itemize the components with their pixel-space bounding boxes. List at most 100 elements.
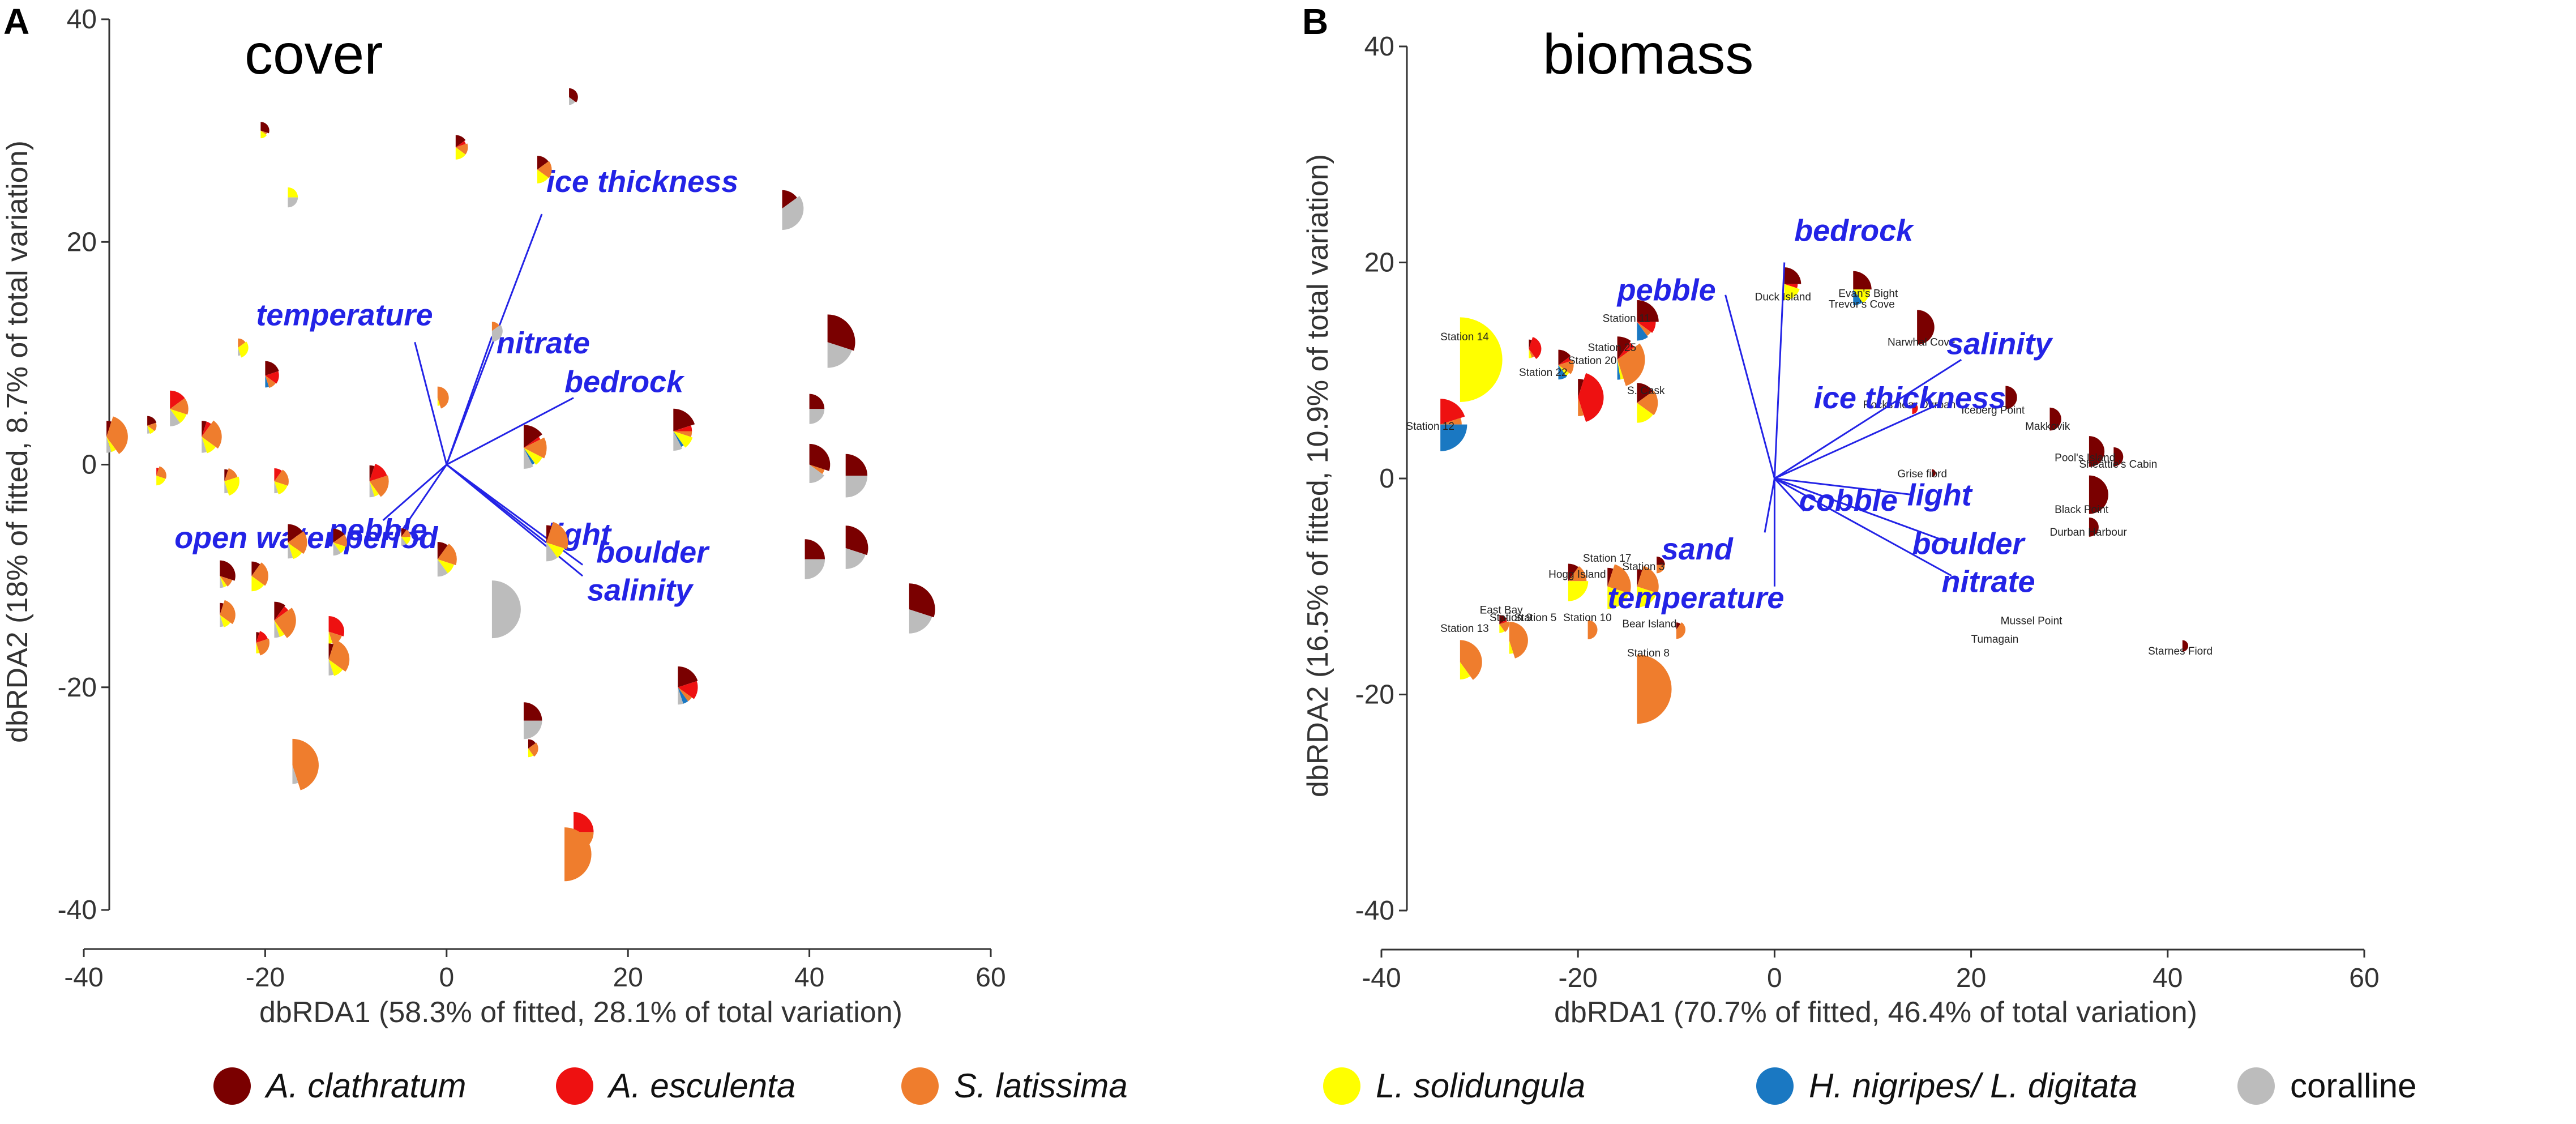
station-label: S. Cask xyxy=(1627,385,1665,397)
vector-line xyxy=(1725,294,1775,479)
wedge-a-esculenta xyxy=(678,681,698,699)
wedge-s-latissima xyxy=(274,608,296,638)
wedge-a-clathratum xyxy=(546,525,552,543)
wedge-coralline xyxy=(170,409,181,426)
site-glyph xyxy=(1617,336,1645,386)
vector-label: light xyxy=(1907,478,1973,512)
wedge-a-esculenta xyxy=(1558,357,1571,365)
x-tick-label: 0 xyxy=(1767,963,1782,993)
wedge-l-solidungula xyxy=(238,341,249,358)
site-glyph xyxy=(328,639,350,676)
wedge-a-clathratum xyxy=(106,421,112,437)
wedge-l-solidungula xyxy=(333,542,346,553)
panel-b-points xyxy=(1440,267,2189,724)
station-label: Station 12 xyxy=(1406,421,1454,433)
wedge-a-clathratum xyxy=(1932,469,1936,477)
wedge-s-latissima xyxy=(238,338,246,348)
wedge-coralline xyxy=(288,542,293,559)
wedge-l-solidungula xyxy=(673,431,693,448)
wedge-a-esculenta xyxy=(274,468,282,481)
wedge-h-nigripes-l-digitata xyxy=(1637,322,1648,341)
station-label: Sheattie's Cabin xyxy=(2079,459,2158,471)
site-glyph xyxy=(1676,622,1685,639)
legend: A. clathratum A. esculenta S. latissima L. … xyxy=(213,1067,2416,1105)
wedge-coralline xyxy=(106,437,112,453)
vector-label: boulder xyxy=(596,536,710,570)
wedge-l-solidungula xyxy=(1558,365,1569,376)
station-label: Station 20 xyxy=(1568,355,1617,367)
y-tick-label: -20 xyxy=(58,673,97,703)
site-glyph xyxy=(845,525,868,569)
x-tick-label: 40 xyxy=(2153,963,2183,993)
site-glyph xyxy=(2049,407,2061,431)
wedge-a-esculenta xyxy=(202,421,211,437)
wedge-a-esculenta xyxy=(1912,402,1918,414)
site-glyph xyxy=(170,390,189,426)
site-glyph xyxy=(220,600,236,627)
wedge-l-solidungula xyxy=(147,425,155,434)
wedge-coralline xyxy=(220,614,224,627)
y-tick-label: 40 xyxy=(67,5,97,35)
site-glyph xyxy=(1637,300,1659,341)
wedge-s-latissima xyxy=(455,143,468,155)
panel-b-ylabel: dbRDA2 (16.5% of fitted, 10.9% of total … xyxy=(1302,154,1334,797)
site-glyph xyxy=(2113,447,2124,467)
wedge-a-clathratum xyxy=(1617,336,1631,360)
vector-line xyxy=(446,464,584,577)
site-glyph xyxy=(251,561,268,592)
station-label: Station 8 xyxy=(1627,648,1670,660)
site-glyph xyxy=(260,122,269,139)
wedge-coralline xyxy=(909,609,932,634)
wedge-a-clathratum xyxy=(1676,622,1681,630)
y-tick-label: -20 xyxy=(1355,680,1394,710)
site-glyph xyxy=(292,738,319,790)
wedge-coralline xyxy=(845,548,866,569)
wedge-l-solidungula xyxy=(220,576,227,588)
wedge-s-latissima xyxy=(256,638,269,656)
station-label: Station 5 xyxy=(1514,612,1556,624)
site-glyph xyxy=(546,522,568,562)
y-tick-label: -40 xyxy=(58,895,97,925)
legend-swatch xyxy=(1756,1067,1794,1105)
wedge-a-esculenta xyxy=(1499,619,1507,625)
wedge-s-latissima xyxy=(1460,640,1482,680)
y-tick-label: 40 xyxy=(1364,32,1394,62)
vector-line xyxy=(446,336,493,465)
site-glyph xyxy=(437,541,457,577)
site-glyph xyxy=(673,408,695,451)
wedge-coralline xyxy=(491,324,503,342)
vector-label: ice thickness xyxy=(1814,381,2006,415)
wedge-coralline xyxy=(805,559,825,580)
site-glyph xyxy=(491,580,521,639)
wedge-s-latissima xyxy=(265,375,276,388)
wedge-s-latissima xyxy=(1509,621,1528,659)
wedge-s-latissima xyxy=(437,386,449,409)
wedge-a-esculenta xyxy=(256,631,268,643)
site-glyph xyxy=(537,156,552,183)
wedge-a-clathratum xyxy=(256,632,260,643)
wedge-l-solidungula xyxy=(1637,403,1653,423)
vector-line xyxy=(1774,477,1912,496)
wedge-a-clathratum xyxy=(2089,517,2099,537)
wedge-coralline xyxy=(274,481,278,494)
site-glyph xyxy=(1578,373,1604,422)
site-glyph xyxy=(333,528,347,556)
wedge-l-solidungula xyxy=(537,169,549,183)
wedge-l-solidungula xyxy=(328,659,343,676)
site-glyph xyxy=(1529,337,1542,359)
y-tick-label: -40 xyxy=(1355,896,1394,926)
wedge-h-nigripes-l-digitata xyxy=(265,375,269,388)
wedge-s-latissima xyxy=(1637,654,1672,724)
wedge-a-clathratum xyxy=(1529,339,1532,349)
wedge-coralline xyxy=(220,576,224,588)
vector-label: temperature xyxy=(1607,581,1784,615)
site-glyph xyxy=(1587,620,1598,640)
wedge-a-clathratum xyxy=(2049,407,2061,431)
legend-swatch xyxy=(901,1067,939,1105)
wedge-coralline xyxy=(673,431,682,451)
vector-label: temperature xyxy=(256,298,433,332)
site-glyph xyxy=(455,135,468,160)
wedge-a-clathratum xyxy=(437,541,448,559)
site-glyph xyxy=(2089,517,2099,537)
